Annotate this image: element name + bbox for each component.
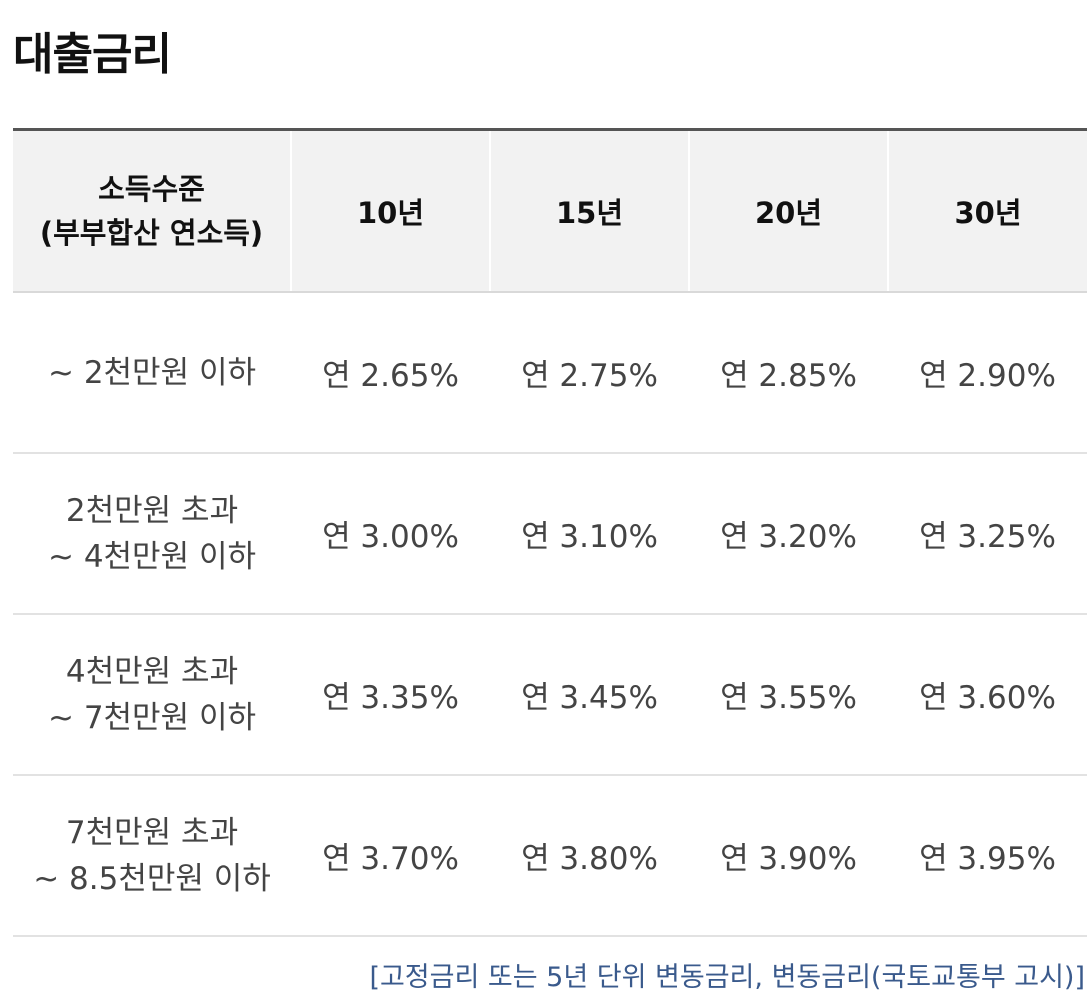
income-level-header: 소득수준 (부부합산 연소득) [13, 129, 291, 293]
income-range-line: 2천만원 초과 [65, 492, 239, 529]
term-header-20y: 20년 [688, 129, 888, 293]
table-row: 2천만원 초과 ~ 4천만원 이하 연 3.00% 연 3.10% 연 3.20… [13, 453, 1087, 615]
rate-cell: 연 2.85% [689, 292, 888, 454]
rate-cell: 연 3.00% [291, 453, 490, 615]
income-range-cell: 4천만원 초과 ~ 7천만원 이하 [13, 614, 291, 776]
term-header-10y: 10년 [290, 129, 490, 293]
rate-cell: 연 2.90% [888, 292, 1087, 454]
income-range-cell: 7천만원 초과 ~ 8.5천만원 이하 [13, 775, 291, 937]
rate-cell: 연 3.90% [689, 775, 888, 937]
rate-cell: 연 3.60% [888, 614, 1087, 776]
table-row: ~ 2천만원 이하 연 2.65% 연 2.75% 연 2.85% 연 2.90… [13, 292, 1087, 454]
rate-cell: 연 2.65% [291, 292, 490, 454]
rate-cell: 연 3.20% [689, 453, 888, 615]
rate-cell: 연 3.25% [888, 453, 1087, 615]
rate-cell: 연 3.80% [490, 775, 689, 937]
rate-cell: 연 3.45% [490, 614, 689, 776]
income-range-cell: ~ 2천만원 이하 [13, 292, 291, 454]
income-range-line: ~ 8.5천만원 이하 [33, 860, 271, 897]
income-level-header-line: 소득수준 [98, 172, 205, 206]
rate-type-footnote: [고정금리 또는 5년 단위 변동금리, 변동금리(국토교통부 고시)] [369, 962, 1085, 993]
rate-cell: 연 3.10% [490, 453, 689, 615]
income-range-line: ~ 7천만원 이하 [47, 699, 256, 736]
loan-rate-table: 소득수준 (부부합산 연소득) 10년 15년 20년 30년 ~ 2천만원 이… [13, 128, 1087, 937]
rate-cell: 연 3.35% [291, 614, 490, 776]
rate-cell: 연 3.55% [689, 614, 888, 776]
term-header-30y: 30년 [887, 129, 1087, 293]
income-range-line: 4천만원 초과 [65, 653, 239, 690]
rate-cell: 연 3.95% [888, 775, 1087, 937]
page-title: 대출금리 [13, 29, 172, 80]
table-row: 7천만원 초과 ~ 8.5천만원 이하 연 3.70% 연 3.80% 연 3.… [13, 775, 1087, 937]
income-range-line: 7천만원 초과 [65, 814, 239, 851]
income-range-cell: 2천만원 초과 ~ 4천만원 이하 [13, 453, 291, 615]
income-range-line: ~ 2천만원 이하 [47, 354, 256, 391]
table-row: 4천만원 초과 ~ 7천만원 이하 연 3.35% 연 3.45% 연 3.55… [13, 614, 1087, 776]
income-range-line: ~ 4천만원 이하 [47, 538, 256, 575]
rate-cell: 연 2.75% [490, 292, 689, 454]
table-header-row: 소득수준 (부부합산 연소득) 10년 15년 20년 30년 [13, 129, 1087, 293]
term-header-15y: 15년 [489, 129, 689, 293]
income-level-header-line: (부부합산 연소득) [39, 216, 264, 250]
rate-cell: 연 3.70% [291, 775, 490, 937]
